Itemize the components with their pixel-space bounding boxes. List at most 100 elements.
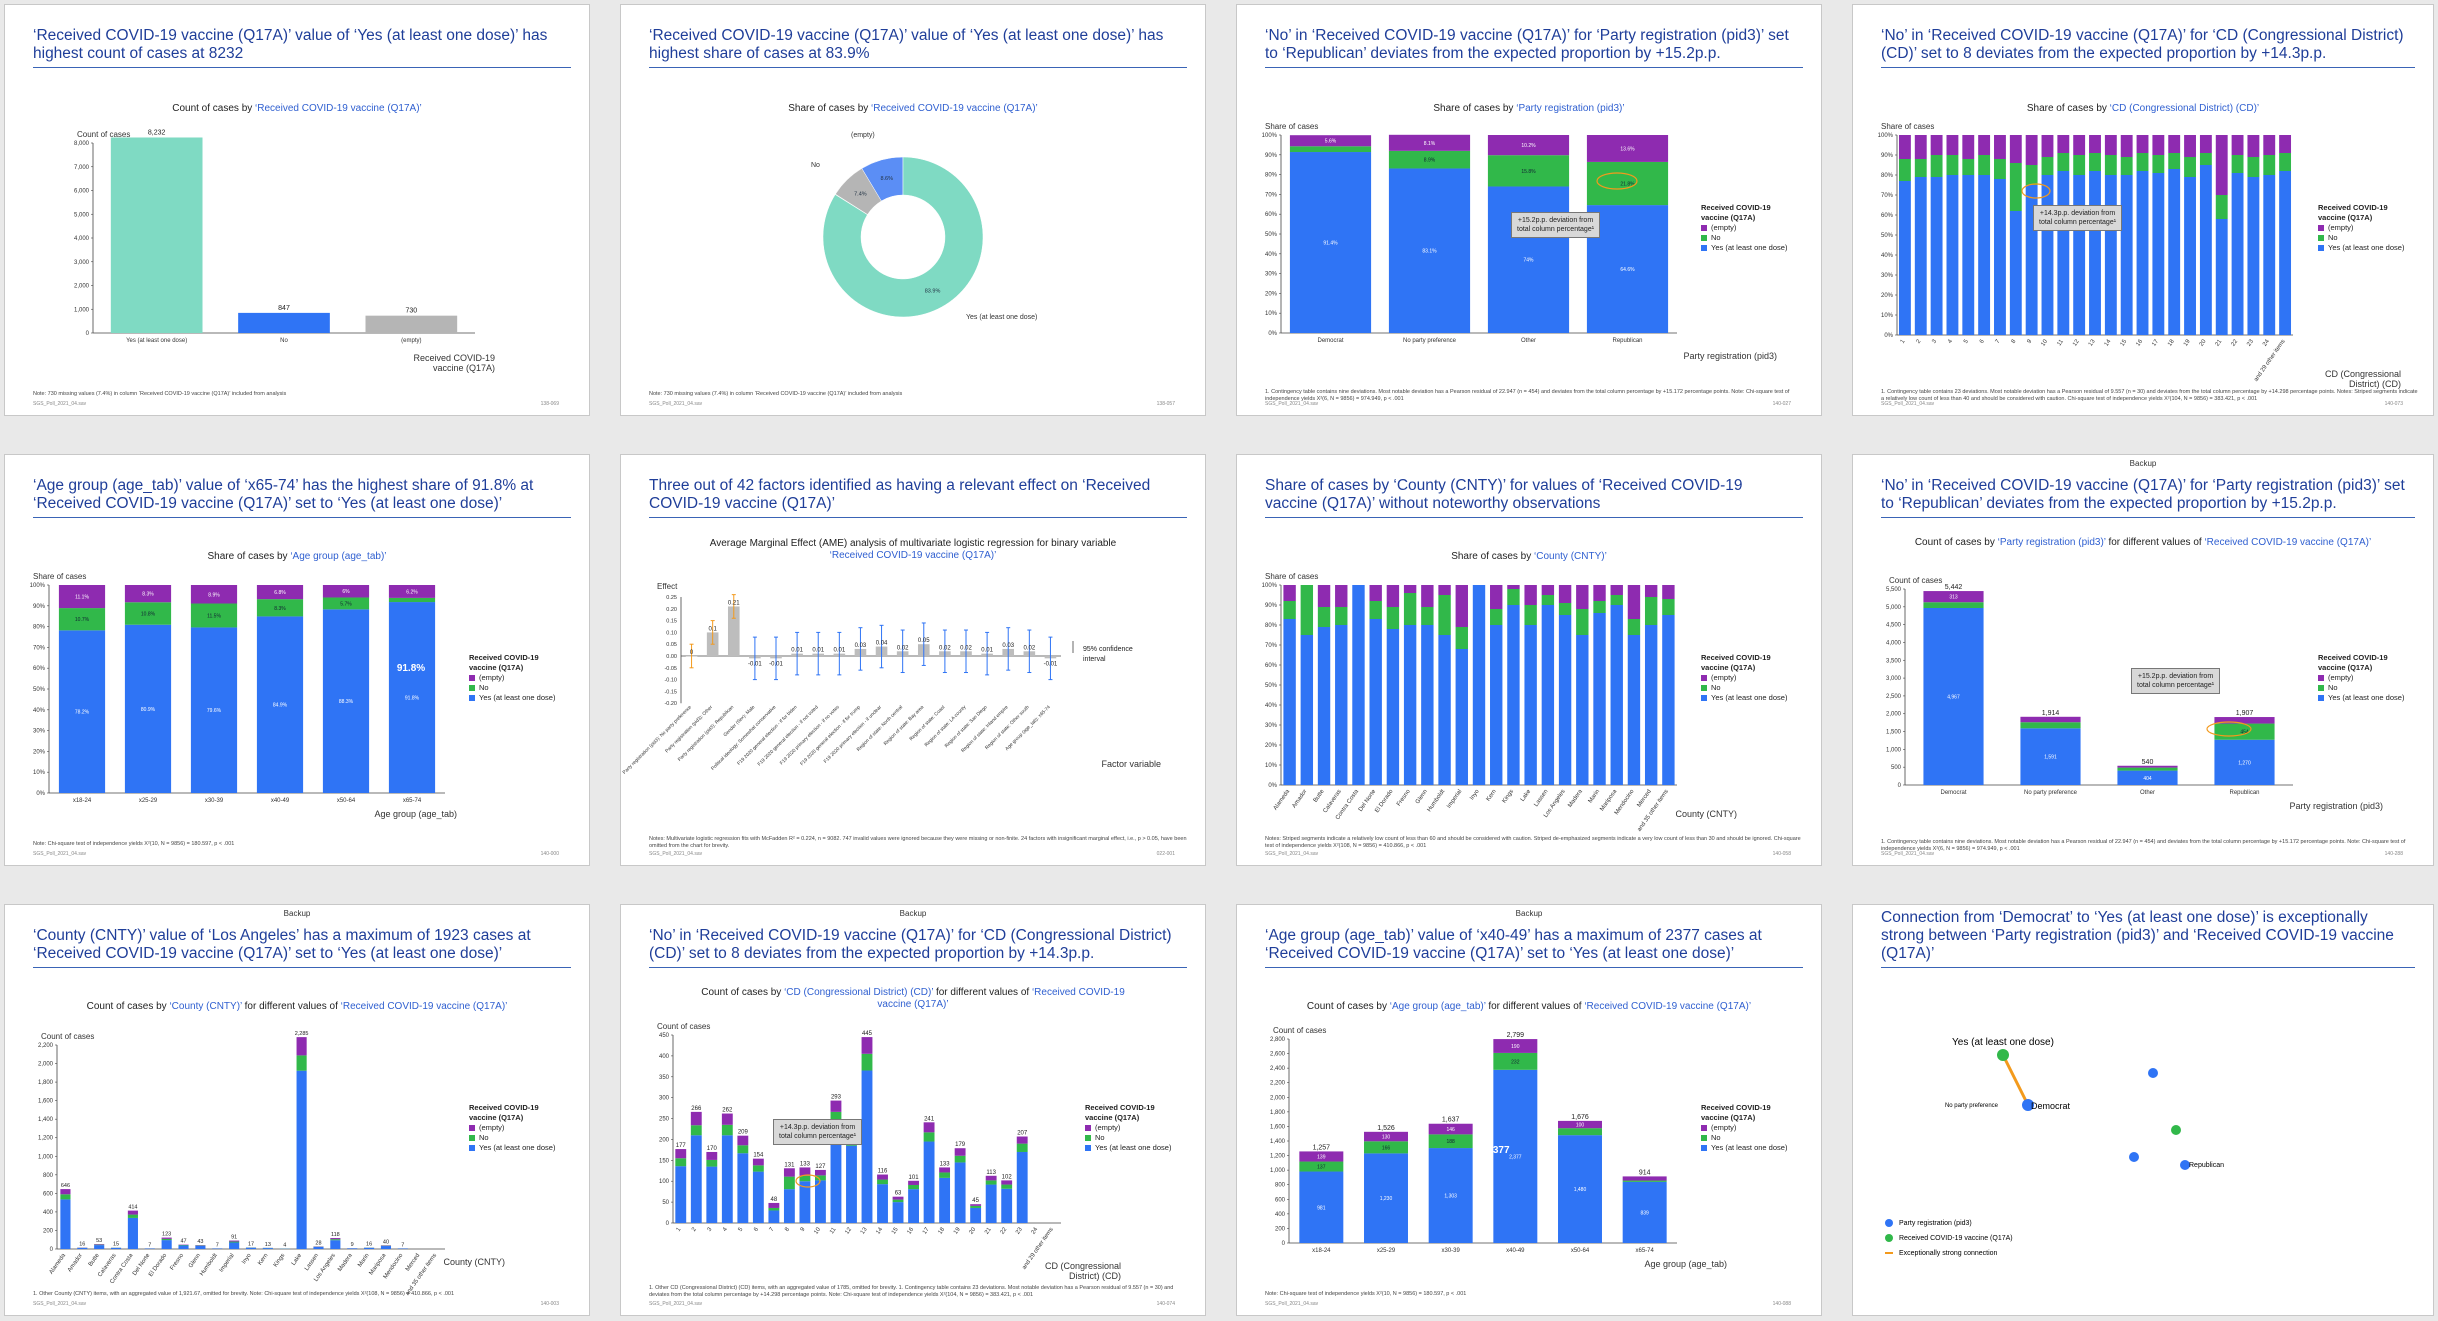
x-tick-label: (empty) xyxy=(401,338,421,344)
slide-county-count[interactable]: Backup ‘County (CNTY)’ value of ‘Los Ang… xyxy=(4,904,590,1316)
bar-segment-no xyxy=(2247,157,2260,177)
slice-label: Yes (at least one dose) xyxy=(966,314,1037,321)
node-democrat[interactable] xyxy=(2022,1099,2034,1111)
x-tick-label: Alameda xyxy=(1273,788,1292,811)
slide-party-share[interactable]: ‘No’ in ‘Received COVID-19 vaccine (Q17A… xyxy=(1236,4,1822,416)
bar-segment-no xyxy=(861,1053,873,1071)
slide-share-vaccine[interactable]: ‘Received COVID-19 vaccine (Q17A)’ value… xyxy=(620,4,1206,416)
slide-age-count[interactable]: Backup ‘Age group (age_tab)’ value of ‘x… xyxy=(1236,904,1822,1316)
bar-segment-yes xyxy=(262,1248,273,1249)
y-tick-label: 0.20 xyxy=(666,607,677,613)
segment-label: 8.1% xyxy=(1424,141,1436,147)
total-label: 133 xyxy=(940,1161,951,1167)
y-tick-label: 4,500 xyxy=(1886,623,1902,629)
y-axis-label: Count of cases xyxy=(77,130,130,139)
slide-age-share[interactable]: ‘Age group (age_tab)’ value of ‘x65-74’ … xyxy=(4,454,590,866)
chart-note: 1. Other County (CNTY) items, with an ag… xyxy=(33,1291,455,1297)
x-tick-label: 19 xyxy=(2183,338,2192,347)
backup-label: Backup xyxy=(283,909,311,918)
bar-segment-no xyxy=(877,1179,888,1185)
bar-segment-yes xyxy=(923,1141,935,1223)
bar-segment-empty xyxy=(1455,585,1468,627)
node-party-b[interactable] xyxy=(2129,1152,2139,1162)
total-label: 2,799 xyxy=(1507,1032,1525,1039)
x-tick-label: Region of state: LA county xyxy=(924,704,968,748)
y-tick-label: 30% xyxy=(1265,272,1278,278)
chart-svg: 0% 10% 20% 30% 40% 50% 60% 70% 80% 90% 100% Share o… xyxy=(30,572,457,819)
bar-segment-no xyxy=(1914,159,1927,177)
slide-ame[interactable]: Three out of 42 factors identified as ha… xyxy=(620,454,1206,866)
bar-segment-empty xyxy=(161,1237,172,1239)
x-tick-label: Region of state: Other south xyxy=(984,704,1031,751)
bar-segment-no xyxy=(908,1184,919,1190)
page-number: 140-074 xyxy=(1156,1301,1175,1307)
slide-party-count[interactable]: Backup ‘No’ in ‘Received COVID-19 vaccin… xyxy=(1852,454,2434,866)
y-tick-label: -0.15 xyxy=(664,689,677,695)
y-tick-label: 10% xyxy=(33,770,46,776)
segment-label: 1,480 xyxy=(1574,1187,1587,1193)
bar-segment-no xyxy=(830,1111,842,1123)
total-label: 63 xyxy=(895,1191,902,1197)
slide-cd-count[interactable]: Backup ‘No’ in ‘Received COVID-19 vaccin… xyxy=(620,904,1206,1316)
bar-segment-empty xyxy=(2104,135,2117,155)
bar-segment-no xyxy=(2009,163,2022,211)
bar-segment-yes xyxy=(877,1184,888,1223)
total-label: 16 xyxy=(79,1242,85,1248)
y-tick-label: 70% xyxy=(1881,193,1894,199)
footer: SGS_Poll_2021_04.sav xyxy=(33,1301,87,1307)
bar-segment-empty xyxy=(1289,135,1372,147)
y-tick-label: 5,000 xyxy=(1886,605,1902,611)
bar-segment-no xyxy=(1946,155,1959,175)
slide-cd-share[interactable]: ‘No’ in ‘Received COVID-19 vaccine (Q17A… xyxy=(1852,4,2434,416)
bar-segment-no xyxy=(706,1159,718,1167)
bar-segment-yes xyxy=(1524,625,1537,785)
bar-segment-yes xyxy=(690,1135,702,1223)
segment-label: 74% xyxy=(1523,258,1534,264)
chart-svg: 0% 10% 20% 30% 40% 50% 60% 70% 80% 90% 100% Share o… xyxy=(1878,122,2401,389)
legend: Received COVID-19 vaccine (Q17A) (empty) No… xyxy=(1701,653,1788,702)
x-tick-label: Republican xyxy=(2229,790,2259,796)
x-tick-label: 11 xyxy=(829,1226,838,1235)
bar-segment-yes xyxy=(1490,625,1503,785)
bar-segment-empty xyxy=(60,1189,71,1195)
bar-segment-empty xyxy=(296,1037,307,1056)
slide-network[interactable]: Connection from ‘Democrat’ to ‘Yes (at l… xyxy=(1852,904,2434,1316)
slide-title: ‘No’ in ‘Received COVID-19 vaccine (Q17A… xyxy=(1881,477,2405,512)
total-label: 1,637 xyxy=(1442,1117,1460,1124)
bar-segment-empty xyxy=(923,1122,935,1133)
chart-note: Notes: Striped segments indicate a relat… xyxy=(1265,836,1801,849)
bar-segment-yes xyxy=(2073,175,2086,335)
node-yes[interactable] xyxy=(1997,1049,2009,1061)
bar-value-label: 0.03 xyxy=(1002,643,1014,649)
page-number: 140-000 xyxy=(540,851,559,857)
y-axis-label: Share of cases xyxy=(1881,122,1934,131)
node-yes-label: Yes (at least one dose) xyxy=(1952,1037,2054,1048)
total-label: 48 xyxy=(771,1197,778,1203)
y-tick-label: 20% xyxy=(33,749,46,755)
bar-segment-yes xyxy=(1558,615,1572,785)
bar-value-label: 0.01 xyxy=(812,648,824,654)
bar-value-label: 0 xyxy=(690,650,694,656)
node-party-a[interactable] xyxy=(2148,1068,2158,1078)
slide-count-vaccine[interactable]: ‘Received COVID-19 vaccine (Q17A)’ value… xyxy=(4,4,590,416)
bar-segment-no xyxy=(954,1155,966,1163)
bar-segment-no xyxy=(1558,1128,1602,1136)
bar-value-label: 8,232 xyxy=(148,129,166,136)
bar-segment-yes xyxy=(60,1199,71,1249)
node-no[interactable] xyxy=(2171,1125,2181,1135)
total-label: 113 xyxy=(986,1170,996,1176)
node-republican[interactable] xyxy=(2180,1160,2190,1170)
bar-segment-yes xyxy=(783,1189,795,1223)
node-republican-label: Republican xyxy=(2189,1162,2224,1169)
x-axis-label: County (CNTY) xyxy=(1675,809,1737,819)
y-tick-label: 0% xyxy=(36,791,45,797)
bar-segment-yes xyxy=(985,1184,997,1223)
y-tick-label: 1,000 xyxy=(74,307,90,313)
y-tick-label: 3,000 xyxy=(74,260,90,266)
bar-segment-yes xyxy=(110,1247,122,1249)
x-tick-label: and 29 other items xyxy=(2253,339,2286,383)
y-tick-label: 4,000 xyxy=(74,236,90,242)
bar-segment-no xyxy=(330,1239,341,1241)
bar-segment-yes xyxy=(2089,171,2101,335)
slide-county-share[interactable]: Share of cases by ‘County (CNTY)’ for va… xyxy=(1236,454,1822,866)
